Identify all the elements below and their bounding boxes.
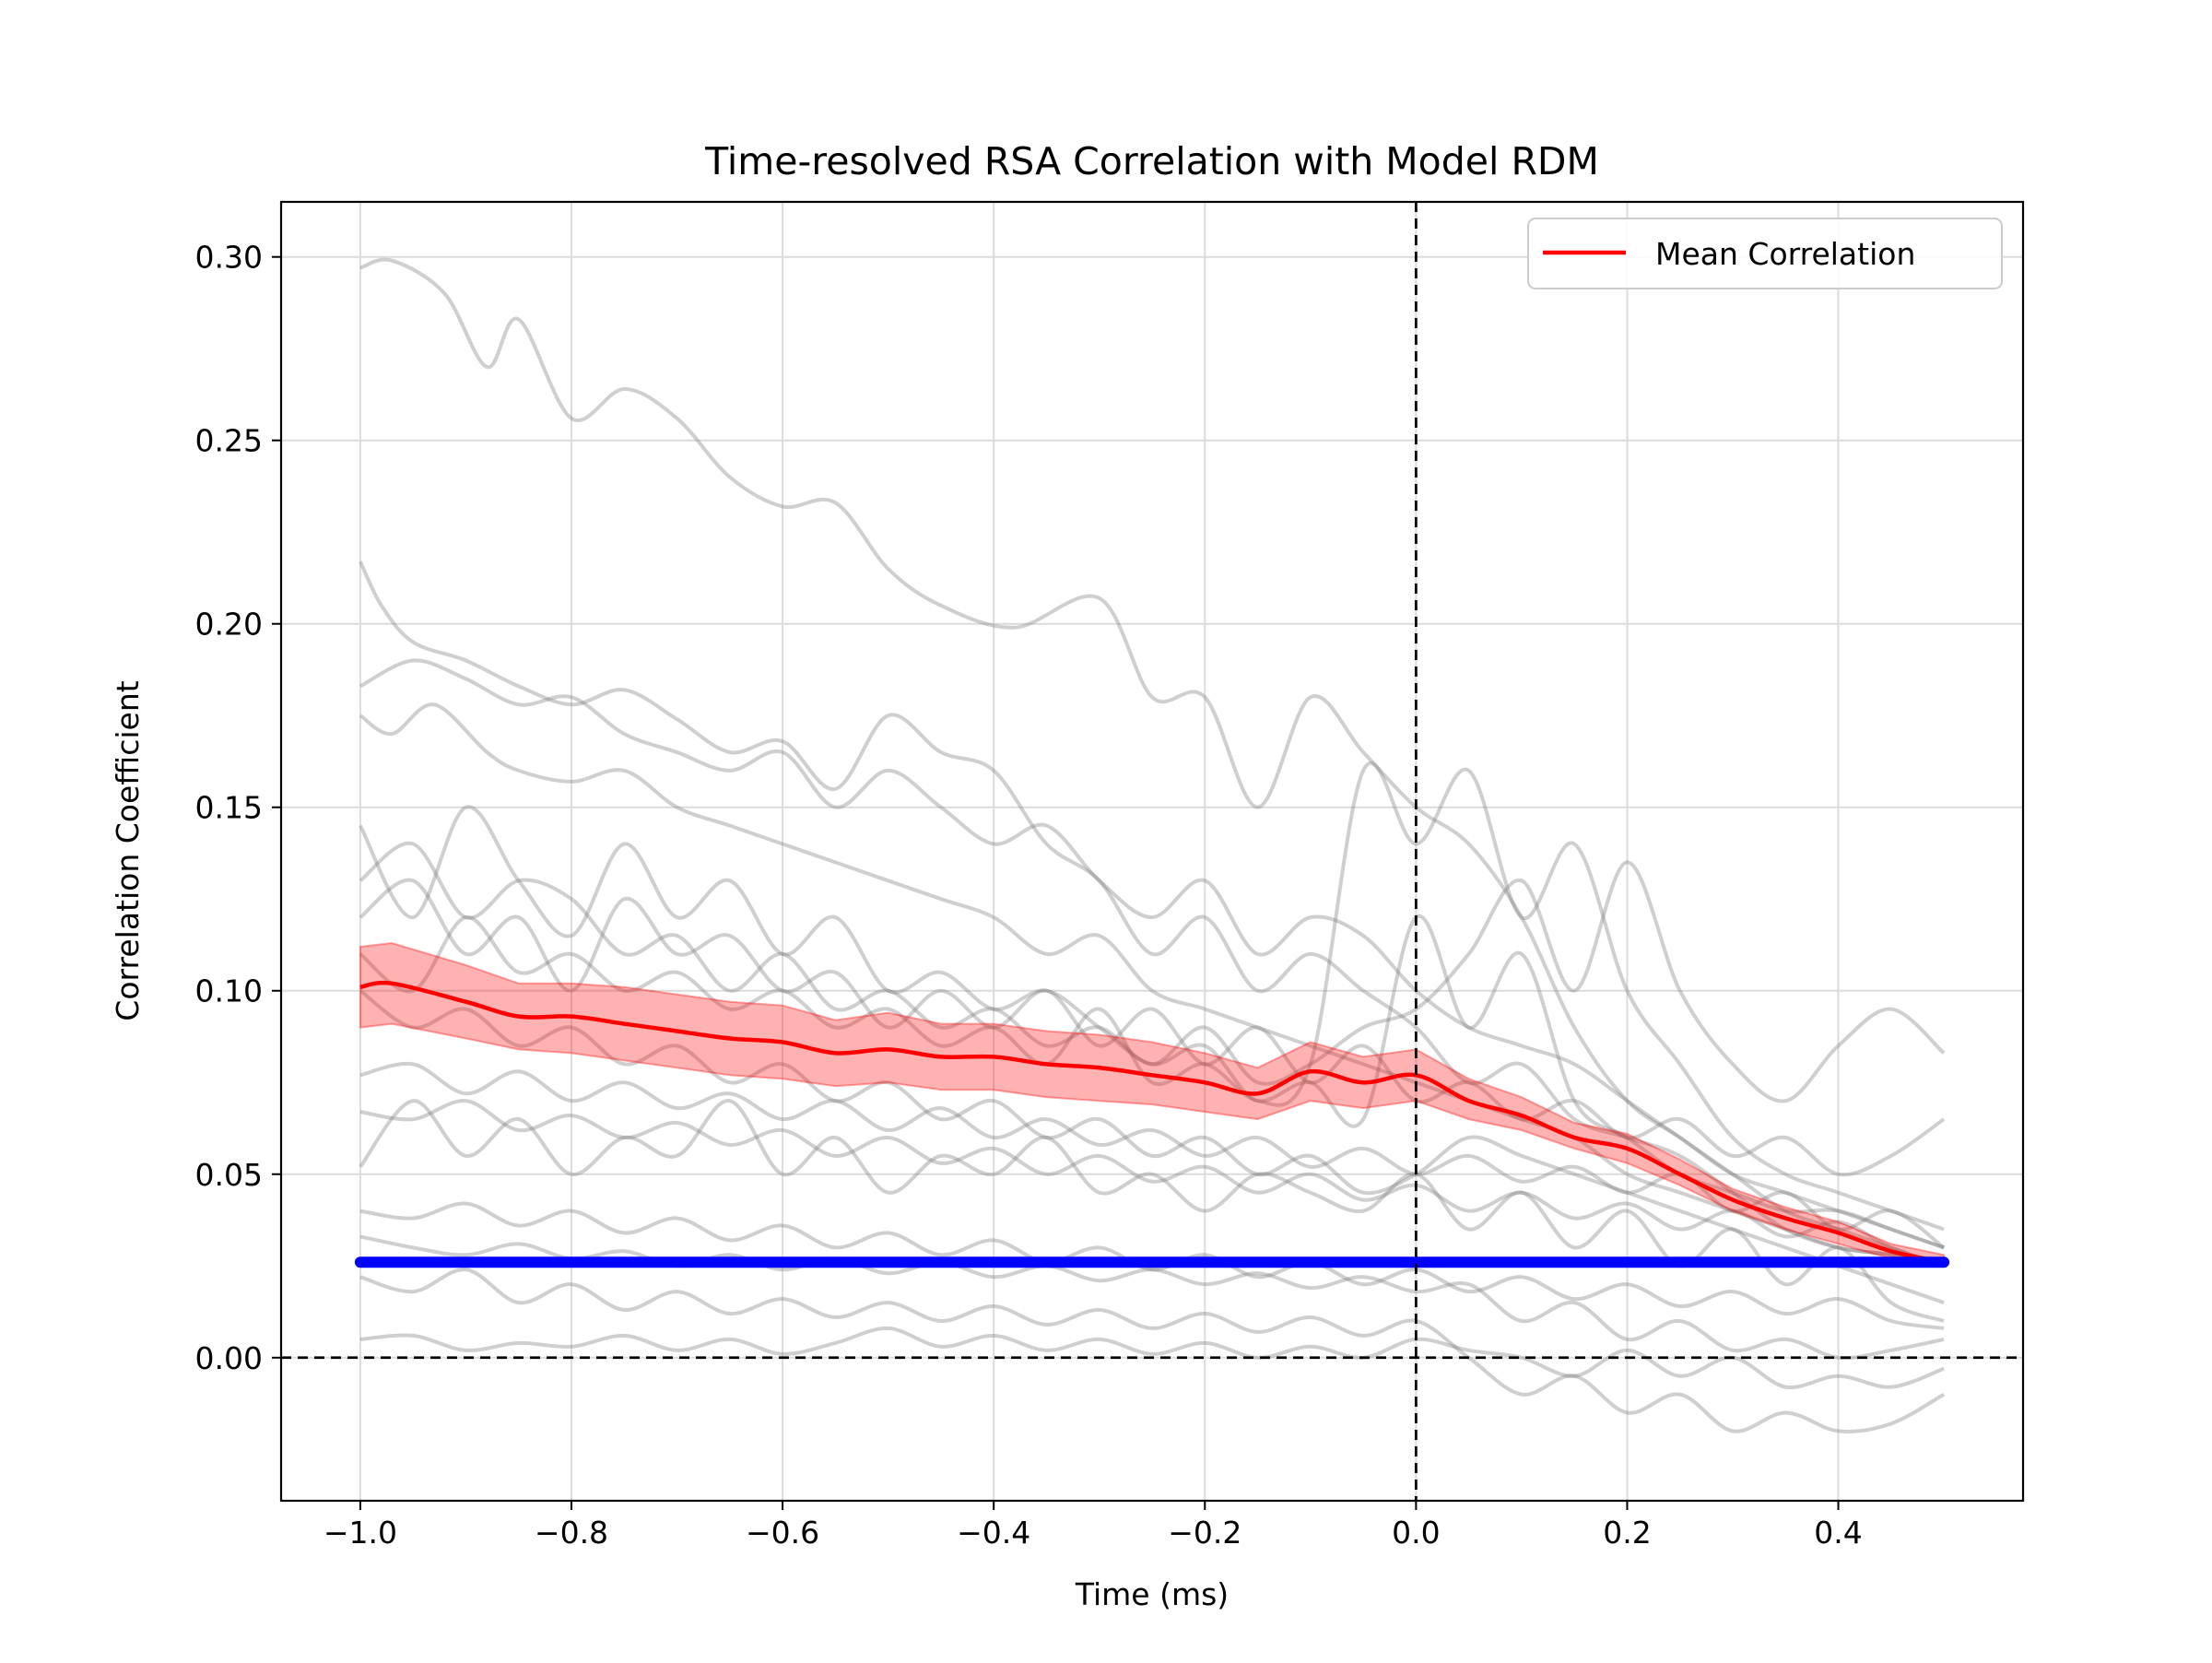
- subject-line: [359, 878, 1946, 1177]
- x-tick-label: −0.8: [535, 1515, 608, 1551]
- chart-title: Time-resolved RSA Correlation with Model…: [704, 139, 1599, 183]
- y-tick-label: 0.30: [195, 240, 263, 276]
- x-tick-label: 0.0: [1392, 1515, 1440, 1551]
- y-tick-label: 0.25: [195, 423, 263, 459]
- mean-series: [359, 980, 1945, 1265]
- x-tick-label: −0.6: [746, 1515, 819, 1551]
- subject-line: [359, 702, 1945, 1268]
- subject-line: [359, 989, 1945, 1304]
- x-tick-label: 0.2: [1603, 1515, 1651, 1551]
- reference-lines: [281, 202, 2023, 1501]
- y-tick-label: 0.10: [195, 973, 263, 1009]
- x-tick-label: −0.2: [1168, 1515, 1241, 1551]
- subject-line: [359, 1268, 1946, 1433]
- y-axis-ticks: 0.00 0.05 0.10 0.15 0.20 0.25 0.30: [195, 240, 281, 1376]
- subject-line: [359, 257, 1945, 1250]
- y-axis-label: Correlation Coefficient: [110, 680, 146, 1020]
- y-tick-label: 0.15: [195, 790, 263, 826]
- x-axis-label: Time (ms): [1075, 1576, 1229, 1612]
- y-tick-label: 0.00: [195, 1340, 263, 1376]
- subject-line: [359, 761, 1945, 1232]
- x-tick-label: 0.4: [1814, 1515, 1862, 1551]
- legend-box: [1527, 218, 2003, 289]
- plot-frame: [279, 200, 2025, 1503]
- mean-correlation-line: [359, 980, 1945, 1265]
- subject-line: [359, 1234, 1945, 1361]
- x-tick-label: −0.4: [957, 1515, 1030, 1551]
- y-tick-label: 0.20: [195, 607, 263, 643]
- subject-line: [359, 914, 1945, 1250]
- subject-line: [359, 1326, 1945, 1390]
- y-tick-label: 0.05: [195, 1157, 263, 1193]
- subject-line: [359, 1201, 1945, 1330]
- subject-line: [359, 560, 1945, 1268]
- subject-line: [359, 1099, 1945, 1268]
- x-tick-label: −1.0: [324, 1515, 397, 1551]
- subject-line: [359, 658, 1945, 1268]
- x-axis-ticks: −1.0 −0.8 −0.6 −0.4 −0.2 0.0 0.2 0.4: [324, 1501, 1863, 1551]
- legend-mean-label: Mean Correlation: [1655, 236, 1915, 272]
- subject-lines: [359, 257, 1946, 1433]
- subject-line: [359, 841, 1946, 1103]
- legend: Mean Correlation: [1527, 218, 2003, 289]
